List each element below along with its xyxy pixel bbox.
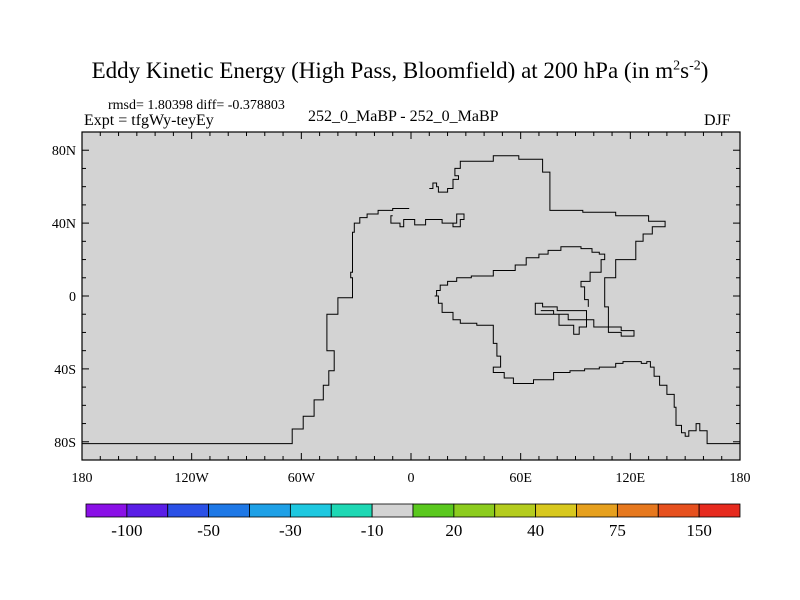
colorbar-box (289, 503, 332, 518)
y-tick-label: 40N (52, 217, 76, 232)
x-tick-label: 60E (509, 471, 532, 486)
colorbar-box (126, 503, 169, 518)
colorbar-box (698, 503, 741, 518)
y-tick-label: 80N (52, 144, 76, 159)
coastline-2 (429, 155, 666, 337)
y-tick-label: 80S (54, 436, 76, 451)
colorbar-label: 40 (527, 521, 544, 540)
x-tick-label: 120E (616, 471, 646, 486)
x-tick-label: 180 (730, 471, 751, 486)
experiment-label: Expt = tfgWy-teyEy (84, 112, 214, 129)
map-field-fill (82, 132, 740, 460)
x-tick-label: 0 (408, 471, 415, 486)
colorbar-box (616, 503, 659, 518)
y-tick-label: 40S (54, 363, 76, 378)
coastline-3 (434, 295, 740, 445)
x-tick-label: 120W (175, 471, 210, 486)
colorbar-box (330, 503, 373, 518)
colorbar-box (167, 503, 210, 518)
season-label: DJF (704, 112, 731, 129)
chart-title: Eddy Kinetic Energy (High Pass, Bloomfie… (91, 58, 709, 83)
y-tick-label: 0 (69, 290, 76, 305)
colorbar-box (576, 503, 618, 518)
colorbar-label: -100 (111, 521, 142, 540)
colorbar-label: -30 (279, 521, 302, 540)
colorbar-box (249, 503, 291, 518)
coastline-1 (390, 213, 465, 228)
colorbar-label: -10 (361, 521, 384, 540)
colorbar-label: 20 (445, 521, 462, 540)
x-tick-label: 60W (288, 471, 316, 486)
x-tick-label: 180 (72, 471, 93, 486)
colorbar-box (453, 503, 496, 518)
colorbar-box (412, 503, 455, 518)
coastline-4 (434, 246, 606, 307)
colorbar-box (85, 503, 128, 518)
colorbar-label: -50 (197, 521, 220, 540)
colorbar-box (657, 503, 700, 518)
center-subtitle: 252_0_MaBP - 252_0_MaBP (308, 108, 499, 125)
colorbar-box (371, 503, 414, 518)
colorbar-label: 150 (686, 521, 712, 540)
colorbar-box (494, 503, 537, 518)
colorbar-box (535, 503, 577, 518)
colorbar-box (208, 503, 250, 518)
stats-label: rmsd= 1.80398 diff= -0.378803 (108, 98, 285, 113)
coastline-0 (82, 208, 410, 445)
colorbar-label: 75 (609, 521, 626, 540)
